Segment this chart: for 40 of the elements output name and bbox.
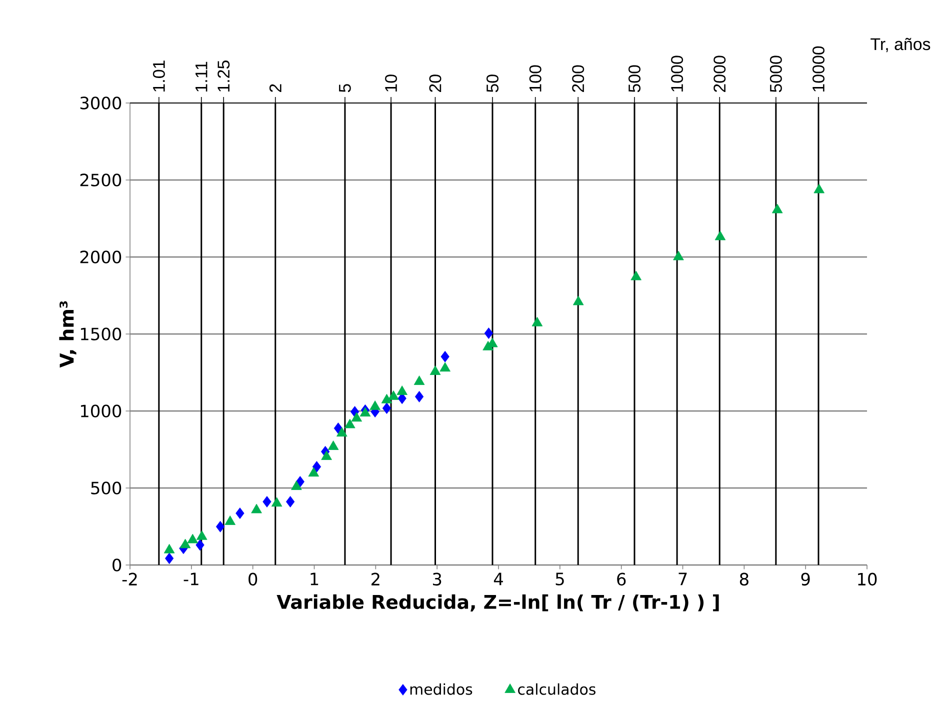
annotation: 1000	[671, 56, 684, 92]
annotation: 10000	[812, 46, 824, 92]
x-tick-label: 10	[858, 572, 877, 586]
x-tick-label: 9	[801, 572, 810, 586]
x-tick-label: -2	[122, 572, 137, 586]
y-tick-label: 3000	[80, 96, 122, 110]
annotation: 5	[339, 84, 351, 92]
x-tick-label: 8	[740, 572, 748, 586]
x-tick-label: 2	[372, 572, 380, 586]
y-tick-label: 0	[112, 558, 122, 572]
y-tick-label: 2000	[80, 250, 122, 264]
x-tick-label: -1	[184, 572, 198, 586]
y-tick-label: 1500	[80, 328, 122, 340]
annotation: 1.25	[218, 60, 230, 92]
annotation: 2000	[714, 56, 726, 92]
annotation: 2	[269, 84, 282, 92]
annotation: 50	[486, 74, 498, 92]
x-tick-label: 7	[678, 572, 687, 586]
x-tick-label: 1	[310, 572, 318, 586]
y-tick-label: 2500	[80, 174, 122, 186]
x-tick-label: 0	[248, 572, 258, 586]
x-axis-title: Variable Reducida, Z=-ln[ ln( Tr / (Tr-1) ) ]	[276, 594, 719, 612]
y-axis-title: V, hm³	[59, 301, 76, 368]
annotation: 1.01	[152, 60, 165, 92]
x-tick-label: 6	[617, 572, 626, 586]
annotation: 1.11	[196, 62, 208, 92]
annotation: 500	[628, 65, 640, 92]
annotation: 5000	[770, 56, 782, 92]
legend-label: medidos	[410, 683, 472, 695]
annotation: 10	[385, 74, 398, 92]
annotation: 100	[529, 65, 542, 92]
text: Tr, años	[870, 38, 930, 52]
x-tick-label: 5	[556, 572, 564, 586]
y-tick-label: 500	[91, 482, 122, 494]
annotation: 20	[429, 74, 442, 92]
x-tick-label: 4	[494, 572, 503, 586]
legend-label: calculados	[518, 683, 596, 695]
x-tick-label: 3	[432, 572, 442, 586]
annotation: 200	[572, 65, 584, 92]
y-tick-label: 1000	[80, 404, 122, 418]
